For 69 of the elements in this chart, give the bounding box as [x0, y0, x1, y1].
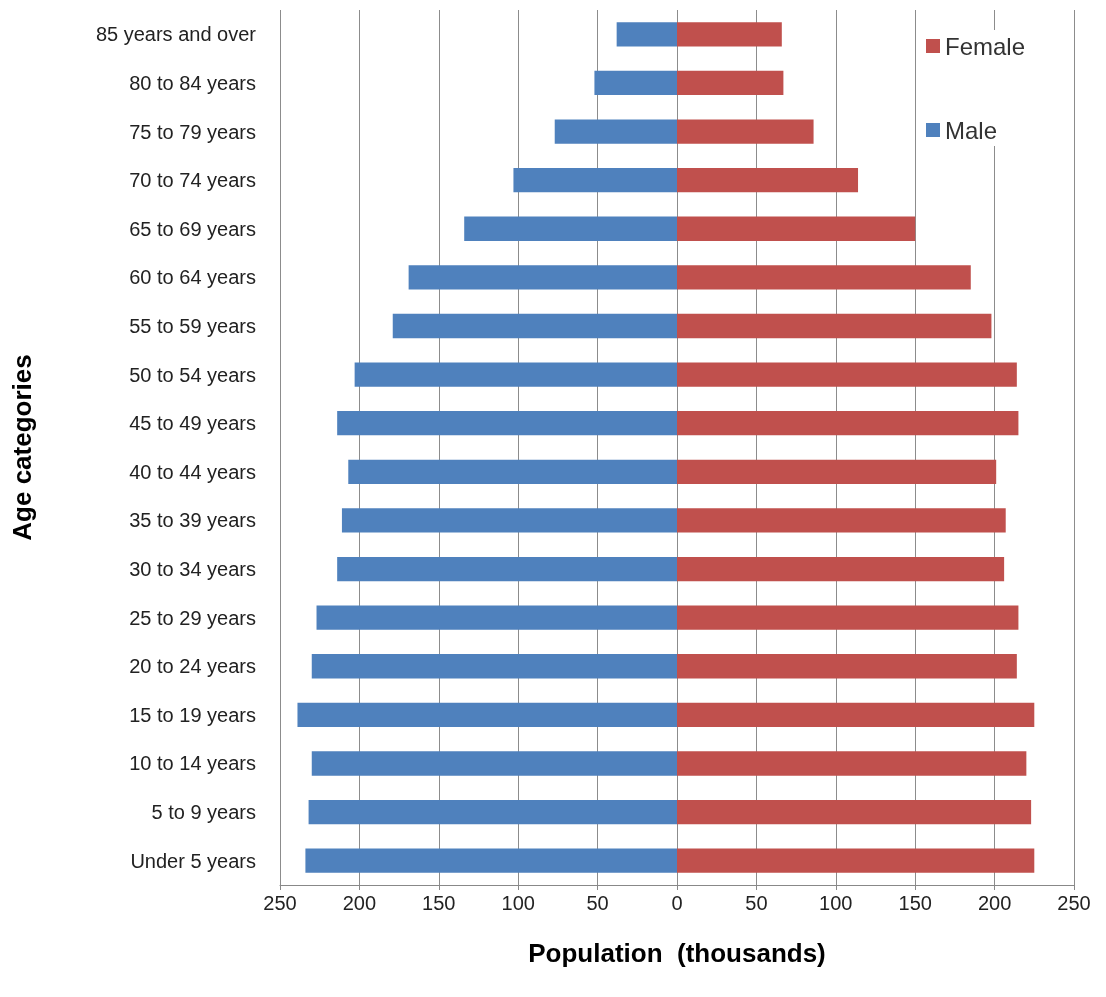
- bar: [348, 459, 677, 484]
- y-tick-label: 55 to 59 years: [129, 314, 256, 337]
- bar: [677, 119, 814, 144]
- legend-label: Male: [944, 116, 997, 144]
- bar: [677, 799, 1032, 825]
- y-tick-label: 80 to 84 years: [129, 71, 256, 94]
- bar: [677, 508, 1006, 533]
- x-axis-title: Population (thousands): [528, 938, 826, 968]
- bar: [677, 702, 1035, 728]
- y-tick-label: 45 to 49 years: [129, 412, 256, 435]
- y-tick-label: 5 to 9 years: [151, 801, 256, 824]
- bar: [677, 556, 1005, 582]
- bar: [316, 605, 677, 630]
- x-tick-label: 200: [342, 892, 377, 914]
- bar: [677, 216, 916, 241]
- bar: [677, 362, 1017, 387]
- y-tick-label: 20 to 24 years: [129, 655, 256, 678]
- bar: [337, 411, 677, 436]
- bar: [677, 70, 784, 96]
- y-tick-label: 50 to 54 years: [129, 363, 256, 386]
- y-tick-label: 60 to 64 years: [129, 266, 256, 289]
- bar: [305, 848, 677, 873]
- bar: [677, 605, 1019, 630]
- bar: [616, 22, 677, 47]
- bar: [408, 265, 677, 290]
- x-tick-label: 100: [819, 892, 853, 914]
- x-tick-label: 250: [263, 892, 297, 914]
- bar: [594, 70, 677, 96]
- legend-label: Female: [944, 32, 1025, 60]
- y-tick-label: 30 to 34 years: [129, 558, 256, 581]
- bar: [337, 556, 677, 582]
- y-tick-label: 25 to 29 years: [129, 606, 256, 629]
- bar: [677, 411, 1019, 436]
- bar: [677, 313, 992, 339]
- bar: [677, 459, 997, 484]
- x-tick-label: 150: [898, 892, 932, 914]
- x-tick-label: 50: [586, 892, 609, 914]
- x-tick-label: 200: [977, 892, 1012, 914]
- y-tick-label: 70 to 74 years: [129, 169, 256, 192]
- x-tick-label: 100: [501, 892, 535, 914]
- y-tick-label: 10 to 14 years: [129, 752, 256, 775]
- y-tick-label: 40 to 44 years: [129, 460, 256, 483]
- x-tick-label: 150: [422, 892, 456, 914]
- bar: [554, 119, 677, 144]
- bar: [677, 167, 859, 193]
- bar: [297, 702, 677, 728]
- y-tick-label: 35 to 39 years: [129, 509, 256, 532]
- y-tick-label: 85 years and over: [95, 23, 257, 46]
- bar: [513, 167, 677, 193]
- y-tick-label: 65 to 69 years: [129, 217, 256, 240]
- x-tick-label: 0: [671, 892, 683, 914]
- bar: [392, 313, 677, 339]
- bar: [311, 654, 677, 679]
- bar: [311, 751, 677, 776]
- bar: [677, 654, 1017, 679]
- bar: [677, 751, 1027, 776]
- bar: [677, 265, 971, 290]
- bar: [677, 848, 1035, 873]
- bar: [341, 508, 677, 533]
- y-tick-label: 75 to 79 years: [129, 120, 256, 143]
- x-tick-label: 250: [1057, 892, 1091, 914]
- bar: [308, 799, 677, 825]
- bar: [354, 362, 677, 387]
- x-tick-label: 50: [745, 892, 768, 914]
- y-axis-title: Age categories: [7, 354, 37, 541]
- bar: [677, 22, 782, 47]
- y-tick-label: Under 5 years: [130, 849, 256, 872]
- y-tick-label: 15 to 19 years: [129, 703, 256, 726]
- bar: [464, 216, 677, 241]
